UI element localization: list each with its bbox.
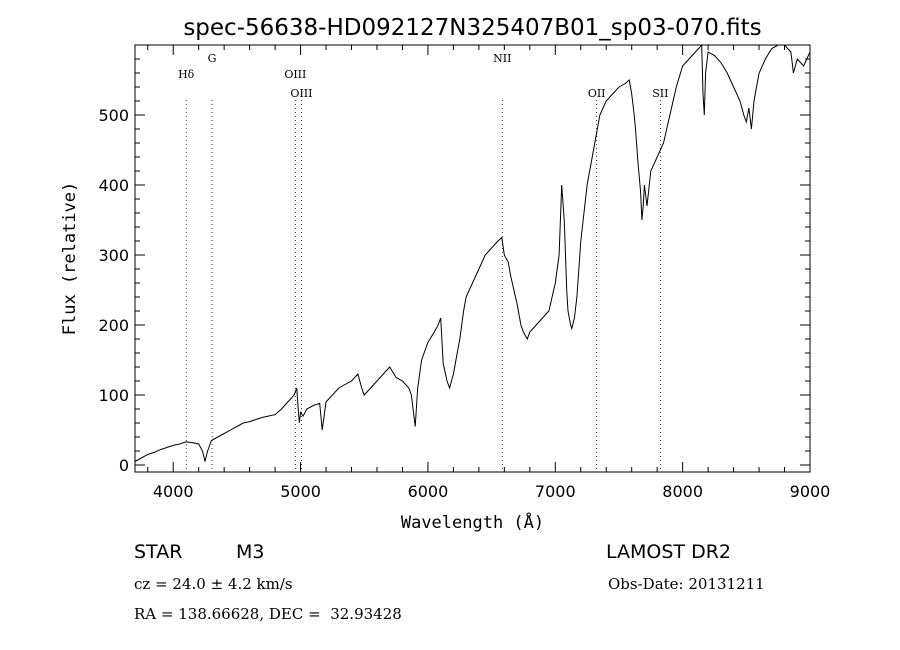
y-axis-label: Flux (relative) bbox=[60, 182, 80, 336]
line-label: OIII bbox=[290, 87, 312, 100]
y-tick-label: 300 bbox=[98, 246, 129, 265]
x-tick-label: 9000 bbox=[790, 482, 831, 501]
cz-value: cz = 24.0 ± 4.2 km/s bbox=[134, 575, 293, 593]
y-tick-label: 500 bbox=[98, 106, 129, 125]
subclass: M3 bbox=[236, 541, 265, 563]
object-type: STAR bbox=[134, 541, 183, 563]
line-label: G bbox=[208, 52, 217, 65]
x-tick-label: 4000 bbox=[153, 482, 194, 501]
x-tick-label: 8000 bbox=[662, 482, 703, 501]
line-label: OII bbox=[588, 87, 606, 100]
line-label: Hδ bbox=[178, 68, 195, 81]
y-tick-label: 0 bbox=[119, 456, 129, 475]
line-label: SII bbox=[652, 87, 668, 100]
flux-series-line bbox=[134, 43, 811, 462]
x-tick-label: 6000 bbox=[408, 482, 449, 501]
line-label: OIII bbox=[284, 68, 306, 81]
ra-dec: RA = 138.66628, DEC = 32.93428 bbox=[134, 605, 402, 623]
line-label: NII bbox=[493, 52, 511, 65]
x-tick-label: 5000 bbox=[280, 482, 321, 501]
x-axis-label: Wavelength (Å) bbox=[401, 511, 544, 533]
obs-date: Obs-Date: 20131211 bbox=[608, 575, 765, 593]
y-tick-label: 400 bbox=[98, 176, 129, 195]
chart-title: spec-56638-HD092127N325407B01_sp03-070.f… bbox=[183, 15, 761, 41]
plot-frame bbox=[134, 44, 811, 473]
y-tick-label: 100 bbox=[98, 386, 129, 405]
spectrum-plot: spec-56638-HD092127N325407B01_sp03-070.f… bbox=[60, 15, 831, 533]
y-tick-label: 200 bbox=[98, 316, 129, 335]
x-tick-label: 7000 bbox=[535, 482, 576, 501]
survey-name: LAMOST DR2 bbox=[606, 541, 731, 563]
